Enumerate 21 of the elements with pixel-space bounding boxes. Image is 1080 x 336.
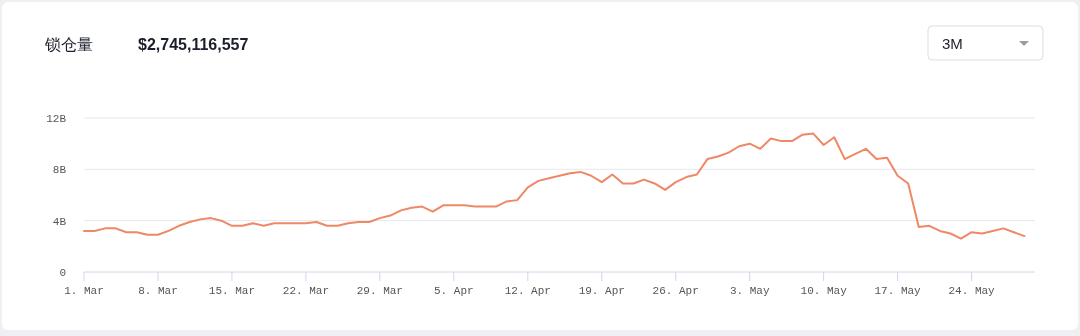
- text: 3M: [942, 35, 963, 52]
- x-tick-label: 5. Apr: [434, 285, 474, 297]
- y-tick-label: 8B: [52, 164, 67, 177]
- x-tick-label: 10. May: [800, 285, 848, 297]
- x-tick-label: 29. Mar: [356, 285, 403, 297]
- x-tick-label: 22. Mar: [282, 285, 330, 297]
- x-tick-label: 1. Mar: [64, 285, 104, 297]
- x-tick-label: 19. Apr: [578, 285, 625, 297]
- chart-title: 锁仓量: [44, 36, 93, 53]
- chart-subtitle: $2,745,116,557: [138, 36, 249, 53]
- y-tick-label: 4B: [52, 215, 67, 228]
- y-tick-label: 0: [59, 267, 66, 279]
- x-tick-label: 12. Apr: [504, 285, 551, 297]
- x-tick-label: 8. Mar: [138, 285, 178, 297]
- x-tick-label: 17. May: [874, 285, 922, 297]
- x-tick-label: 15. Mar: [208, 285, 256, 297]
- line-series: [83, 132, 1026, 240]
- x-tick-label: 26. Apr: [652, 285, 699, 297]
- x-tick-label: 3. May: [729, 285, 770, 297]
- x-tick-label: 24. May: [948, 285, 996, 297]
- y-tick-label: 12B: [46, 113, 67, 125]
